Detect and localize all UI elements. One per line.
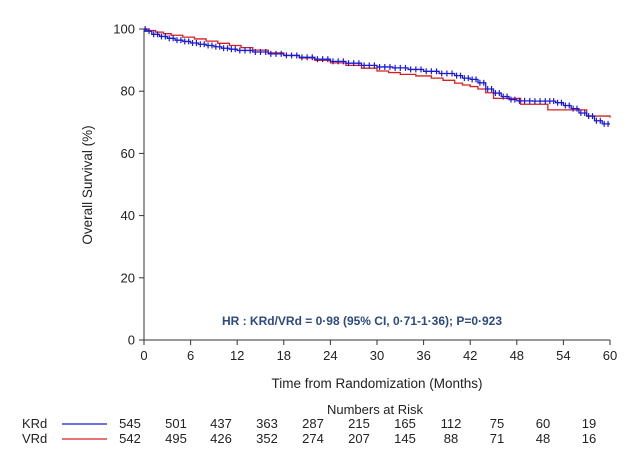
- x-tick-label: 54: [556, 348, 570, 363]
- y-axis-title: Overall Survival (%): [80, 125, 95, 244]
- risk-value: 19: [582, 416, 596, 431]
- y-tick-label: 60: [121, 146, 135, 161]
- risk-value: 88: [444, 431, 458, 446]
- x-tick-label: 24: [323, 348, 337, 363]
- risk-value: 165: [394, 416, 416, 431]
- x-tick-label: 60: [603, 348, 617, 363]
- risk-value: 287: [302, 416, 324, 431]
- hazard-ratio-annotation: HR : KRd/VRd = 0·98 (95% CI, 0·71-1·36);…: [222, 314, 502, 328]
- risk-value: 501: [165, 416, 187, 431]
- risk-value: 542: [119, 431, 141, 446]
- x-tick-label: 36: [416, 348, 430, 363]
- x-tick-label: 6: [187, 348, 194, 363]
- risk-value: 545: [119, 416, 141, 431]
- risk-value: 16: [582, 431, 596, 446]
- risk-value: 215: [348, 416, 370, 431]
- censor-marks-krd: [144, 26, 609, 127]
- x-axis-title: Time from Randomization (Months): [271, 376, 482, 391]
- risk-value: 71: [490, 431, 504, 446]
- risk-value: 207: [348, 431, 370, 446]
- risk-row-label-krd: KRd: [22, 416, 47, 431]
- x-tick-label: 48: [510, 348, 524, 363]
- x-tick-label: 42: [463, 348, 477, 363]
- series-line-vrd: [144, 28, 611, 118]
- risk-value: 437: [210, 416, 232, 431]
- y-tick-label: 0: [128, 333, 135, 348]
- risk-value: 112: [441, 416, 462, 431]
- risk-value: 274: [302, 431, 324, 446]
- x-tick-label: 12: [230, 348, 244, 363]
- risk-value: 145: [394, 431, 416, 446]
- survival-curves: [144, 26, 611, 127]
- axes: 0 6 12 18 24 30 36 42 48 54 60 0 20 40 60 80 100: [113, 22, 617, 364]
- risk-value: 60: [536, 416, 550, 431]
- risk-value: 363: [256, 416, 278, 431]
- risk-row-label-vrd: VRd: [22, 431, 47, 446]
- risk-value: 495: [165, 431, 187, 446]
- risk-table-title: Numbers at Risk: [327, 402, 424, 417]
- numbers-at-risk-table: Numbers at Risk KRd 545 501 437 363 287 215 165…: [22, 402, 596, 446]
- y-tick-label: 80: [121, 84, 135, 99]
- y-tick-label: 40: [121, 208, 135, 223]
- risk-value: 426: [210, 431, 232, 446]
- risk-value: 48: [536, 431, 550, 446]
- risk-value: 75: [490, 416, 504, 431]
- x-tick-label: 30: [370, 348, 384, 363]
- x-tick-label: 0: [140, 348, 147, 363]
- risk-value: 352: [256, 431, 278, 446]
- x-tick-label: 18: [277, 348, 291, 363]
- y-tick-label: 100: [113, 22, 135, 37]
- y-tick-label: 20: [121, 270, 135, 285]
- series-line-krd: [144, 28, 610, 125]
